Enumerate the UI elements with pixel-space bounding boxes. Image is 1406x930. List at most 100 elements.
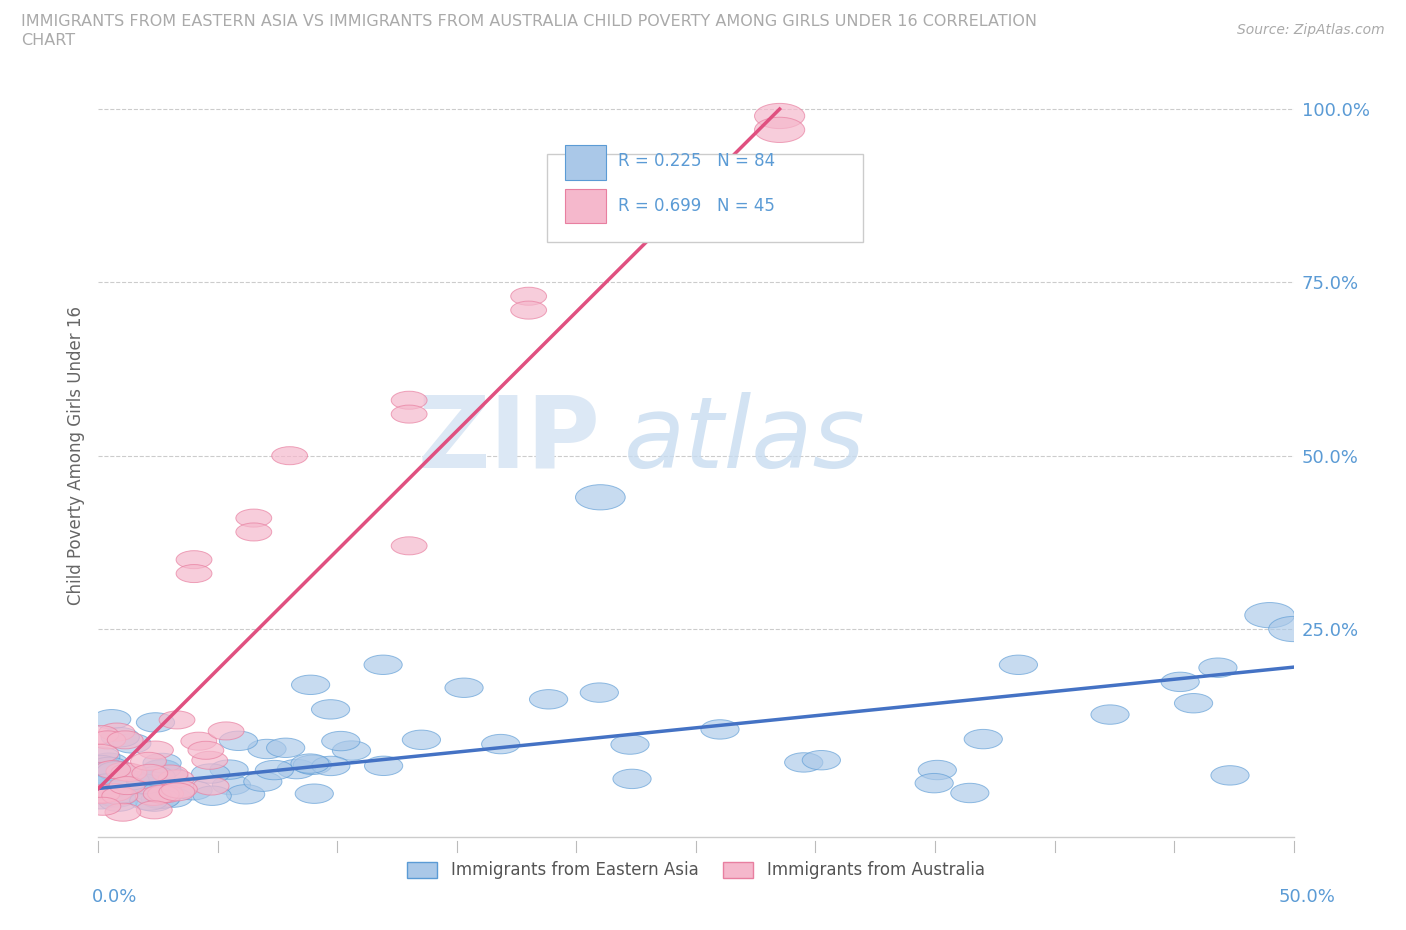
Ellipse shape (191, 751, 228, 769)
Ellipse shape (112, 734, 150, 753)
Ellipse shape (291, 754, 329, 774)
Ellipse shape (174, 780, 212, 800)
Ellipse shape (127, 772, 165, 791)
Ellipse shape (700, 720, 740, 739)
Ellipse shape (86, 774, 124, 793)
Ellipse shape (391, 392, 427, 409)
Ellipse shape (141, 790, 180, 809)
Ellipse shape (581, 683, 619, 702)
Ellipse shape (142, 760, 181, 779)
Ellipse shape (219, 731, 257, 751)
Ellipse shape (391, 405, 427, 423)
Legend: Immigrants from Eastern Asia, Immigrants from Australia: Immigrants from Eastern Asia, Immigrants… (401, 855, 991, 886)
Ellipse shape (510, 301, 547, 319)
Ellipse shape (152, 765, 188, 783)
Ellipse shape (193, 786, 232, 805)
Ellipse shape (93, 710, 131, 729)
Ellipse shape (90, 757, 128, 777)
Ellipse shape (236, 523, 271, 541)
Ellipse shape (97, 788, 136, 807)
Ellipse shape (159, 770, 194, 788)
Text: atlas: atlas (624, 392, 866, 489)
Ellipse shape (143, 778, 181, 798)
Ellipse shape (193, 777, 229, 795)
Ellipse shape (391, 537, 427, 555)
Ellipse shape (142, 789, 180, 807)
Ellipse shape (131, 781, 169, 801)
Text: CHART: CHART (21, 33, 75, 47)
Ellipse shape (785, 752, 823, 772)
Ellipse shape (803, 751, 841, 770)
FancyBboxPatch shape (547, 154, 863, 242)
Ellipse shape (364, 655, 402, 674)
Ellipse shape (1174, 694, 1212, 713)
Ellipse shape (755, 117, 804, 142)
Ellipse shape (277, 760, 315, 778)
Ellipse shape (294, 755, 332, 775)
Ellipse shape (136, 766, 176, 786)
Ellipse shape (402, 730, 440, 750)
Ellipse shape (162, 780, 197, 798)
Y-axis label: Child Poverty Among Girls Under 16: Child Poverty Among Girls Under 16 (66, 306, 84, 605)
Ellipse shape (1091, 705, 1129, 724)
Ellipse shape (209, 760, 249, 779)
Ellipse shape (83, 725, 118, 744)
Text: ZIP: ZIP (418, 392, 600, 489)
Ellipse shape (84, 785, 120, 804)
Text: R = 0.699   N = 45: R = 0.699 N = 45 (619, 196, 775, 215)
Ellipse shape (267, 738, 305, 758)
Ellipse shape (125, 775, 163, 794)
Ellipse shape (176, 551, 212, 569)
Ellipse shape (132, 764, 167, 782)
Ellipse shape (86, 785, 124, 804)
Ellipse shape (111, 764, 146, 781)
Ellipse shape (136, 801, 173, 819)
Ellipse shape (965, 729, 1002, 749)
Ellipse shape (236, 509, 271, 527)
Ellipse shape (136, 767, 174, 787)
Text: IMMIGRANTS FROM EASTERN ASIA VS IMMIGRANTS FROM AUSTRALIA CHILD POVERTY AMONG GI: IMMIGRANTS FROM EASTERN ASIA VS IMMIGRAN… (21, 14, 1038, 29)
Ellipse shape (915, 774, 953, 793)
Ellipse shape (482, 735, 520, 754)
Ellipse shape (110, 777, 145, 794)
Ellipse shape (226, 785, 264, 804)
Ellipse shape (98, 723, 135, 741)
Ellipse shape (98, 792, 138, 811)
Ellipse shape (188, 741, 224, 759)
Ellipse shape (150, 766, 188, 786)
Ellipse shape (950, 783, 988, 803)
Ellipse shape (93, 770, 131, 790)
Ellipse shape (94, 761, 131, 778)
Ellipse shape (755, 103, 804, 128)
Ellipse shape (127, 775, 165, 793)
Ellipse shape (176, 565, 212, 582)
Ellipse shape (918, 761, 956, 779)
Ellipse shape (105, 804, 141, 821)
Ellipse shape (181, 732, 217, 751)
Ellipse shape (1161, 672, 1199, 692)
Ellipse shape (159, 711, 195, 729)
Ellipse shape (111, 770, 149, 790)
Ellipse shape (295, 784, 333, 804)
Ellipse shape (613, 769, 651, 789)
Ellipse shape (107, 731, 143, 749)
Ellipse shape (148, 785, 184, 803)
Ellipse shape (82, 747, 120, 766)
Ellipse shape (1244, 603, 1295, 628)
Bar (565, 145, 606, 179)
Ellipse shape (322, 731, 360, 751)
Bar (565, 189, 606, 223)
Ellipse shape (90, 775, 129, 794)
Ellipse shape (138, 741, 173, 759)
Text: Source: ZipAtlas.com: Source: ZipAtlas.com (1237, 23, 1385, 37)
Ellipse shape (610, 735, 650, 754)
Ellipse shape (82, 755, 120, 775)
Ellipse shape (364, 756, 402, 776)
Ellipse shape (143, 753, 181, 773)
Ellipse shape (510, 287, 547, 305)
Ellipse shape (332, 741, 371, 760)
Ellipse shape (89, 774, 127, 793)
Ellipse shape (1000, 655, 1038, 674)
Ellipse shape (90, 778, 128, 798)
Ellipse shape (212, 776, 250, 795)
